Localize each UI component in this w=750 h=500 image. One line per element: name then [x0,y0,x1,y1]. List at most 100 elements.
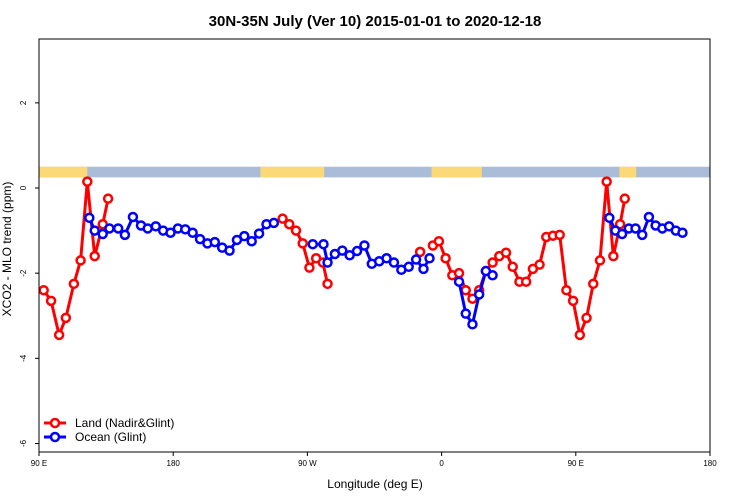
legend-ocean-marker [49,431,61,443]
plot-area-frame [38,38,711,453]
series-1-point-0-0 [84,212,95,224]
series-1-point-0-2 [97,228,108,240]
series-1-point-1-14 [410,254,422,265]
series-1-point-0-14 [187,227,198,238]
series-1-point-0-23 [253,228,265,239]
series-1-point-2-5 [487,270,498,281]
series-1-point-0-9 [150,221,162,232]
series-1 [84,211,688,330]
series-1-point-0-4 [112,223,124,234]
series-0-point-0-4 [68,278,80,290]
legend-ocean-label: Ocean (Glint) [75,430,146,444]
series-0-point-3-16 [534,259,545,270]
x-tick-label-4: 90 E [568,459,584,468]
series-1-point-0-25 [268,217,280,229]
land-band-3 [619,166,637,178]
x-axis: 90 E 180 90 W 0 90 E 180 [31,452,717,468]
series-0-point-3-22 [574,329,586,341]
land-ocean-strip [39,166,710,178]
series-0-point-0-6 [82,176,93,187]
series-0-point-0-9 [102,193,114,204]
series-0-point-1-4 [304,262,315,273]
y-tick-label-4: 2 [19,100,28,105]
y-tick-label-1: -4 [19,354,28,362]
series-1-point-1-13 [403,261,414,273]
land-band-2 [431,166,482,178]
series-0-point-3-11 [500,247,512,258]
x-axis-label: Longitude (deg E) [327,477,422,491]
series-1-point-1-6 [351,245,363,257]
land-band-0 [39,166,88,178]
series-0-point-0-5 [75,255,86,266]
series-1-point-1-5 [344,250,355,261]
series-0-point-3-2 [440,253,451,264]
series-0-point-3-19 [554,229,565,241]
legend-land-label: Land (Nadir&Glint) [75,416,174,430]
series-1-point-3-2 [616,228,628,240]
series-1-point-0-21 [239,230,250,242]
y-tick-label-2: -2 [19,269,28,277]
series-1-point-2-2 [467,319,478,330]
x-tick-label-1: 180 [167,459,181,468]
series-1-point-0-22 [246,235,257,247]
series-1-point-3-0 [604,212,615,224]
series-1-point-1-16 [424,253,435,264]
series-0-point-1-3 [297,238,308,249]
series-0-point-1-0 [277,213,288,224]
series-1-point-2-0 [453,276,465,287]
series-0-point-3-25 [594,255,606,266]
series-0-point-0-3 [60,312,72,324]
y-axis-label: XCO2 - MLO trend (ppm) [0,182,14,317]
series-0-point-3-12 [507,261,518,273]
series-1-point-1-7 [359,240,370,251]
ocean-band [39,166,710,178]
series-0-point-1-7 [322,278,333,290]
x-tick-label-2: 90 W [298,459,317,468]
series-1-point-1-10 [381,253,392,264]
series-0-point-3-29 [619,193,631,204]
series-0-point-3-24 [587,278,599,290]
series-1-point-3-4 [630,223,641,234]
series-1-point-0-15 [194,233,206,245]
series-1-point-1-1 [318,238,329,250]
series-1-point-3-11 [677,227,688,238]
series-0-point-3-26 [601,176,612,187]
series-0-point-2-0 [414,246,426,258]
series-1-point-1-15 [418,263,429,275]
series-layer [38,176,688,341]
series-0-point-3-21 [567,295,579,307]
series-0-point-3-23 [581,312,592,324]
series-0-point-1-2 [290,225,302,236]
chart-title: 30N-35N July (Ver 10) 2015-01-01 to 2020… [209,13,542,30]
land-band-1 [260,166,325,178]
series-0-point-0-1 [45,295,57,307]
series-1-point-1-4 [337,245,348,256]
series-1-point-0-17 [209,236,221,248]
series-1-point-0-1 [89,225,100,236]
series-1-point-1-2 [322,257,333,268]
series-0-point-3-9 [487,257,498,268]
x-tick-label-5: 180 [703,459,717,468]
x-tick-label-0: 90 E [31,459,47,468]
series-0 [38,176,631,341]
series-0-point-0-0 [38,284,49,296]
y-tick-label-0: -6 [19,439,28,447]
series-1-point-3-5 [636,229,648,241]
series-0-line-0 [42,180,110,337]
series-1-point-1-0 [307,238,319,250]
series-0-point-3-1 [433,235,445,247]
series-0-point-3-27 [608,250,619,262]
series-1-point-0-11 [165,227,176,238]
series-1-point-0-6 [127,211,139,223]
series-0-point-1-1 [284,218,295,230]
legend-land-marker [49,417,61,429]
series-1-point-0-8 [142,223,153,234]
series-0-point-0-2 [53,329,65,341]
series-1-point-0-19 [224,245,235,256]
series-0-point-3-20 [561,284,572,296]
series-1-point-2-3 [473,289,485,300]
legend: Land (Nadir&Glint) Ocean (Glint) [44,416,174,444]
series-1-point-0-3 [104,223,115,234]
y-axis: -6 -4 -2 0 2 [19,100,39,447]
